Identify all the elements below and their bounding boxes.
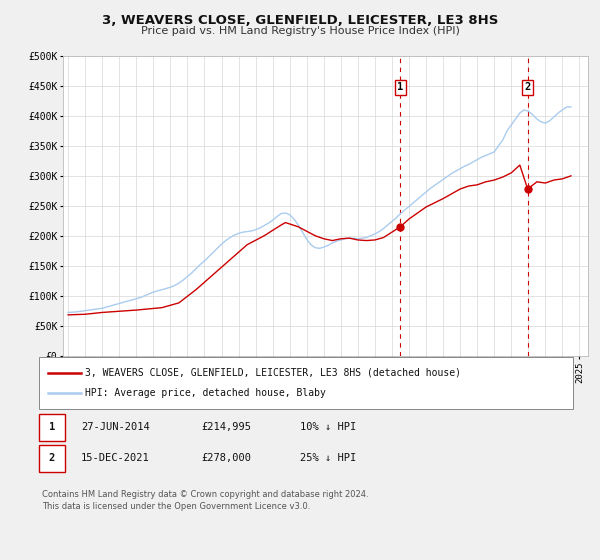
Text: 2: 2 <box>49 453 55 463</box>
Text: £214,995: £214,995 <box>201 422 251 432</box>
Text: 27-JUN-2014: 27-JUN-2014 <box>81 422 150 432</box>
Text: 1: 1 <box>49 422 55 432</box>
Text: 3, WEAVERS CLOSE, GLENFIELD, LEICESTER, LE3 8HS (detached house): 3, WEAVERS CLOSE, GLENFIELD, LEICESTER, … <box>85 368 461 378</box>
Text: 25% ↓ HPI: 25% ↓ HPI <box>300 453 356 463</box>
Text: 15-DEC-2021: 15-DEC-2021 <box>81 453 150 463</box>
Text: 3, WEAVERS CLOSE, GLENFIELD, LEICESTER, LE3 8HS: 3, WEAVERS CLOSE, GLENFIELD, LEICESTER, … <box>102 14 498 27</box>
Text: HPI: Average price, detached house, Blaby: HPI: Average price, detached house, Blab… <box>85 388 326 398</box>
Text: 1: 1 <box>397 82 403 92</box>
Text: 10% ↓ HPI: 10% ↓ HPI <box>300 422 356 432</box>
Text: Price paid vs. HM Land Registry's House Price Index (HPI): Price paid vs. HM Land Registry's House … <box>140 26 460 36</box>
Text: 2: 2 <box>524 82 531 92</box>
Text: Contains HM Land Registry data © Crown copyright and database right 2024.
This d: Contains HM Land Registry data © Crown c… <box>42 490 368 511</box>
Text: £278,000: £278,000 <box>201 453 251 463</box>
